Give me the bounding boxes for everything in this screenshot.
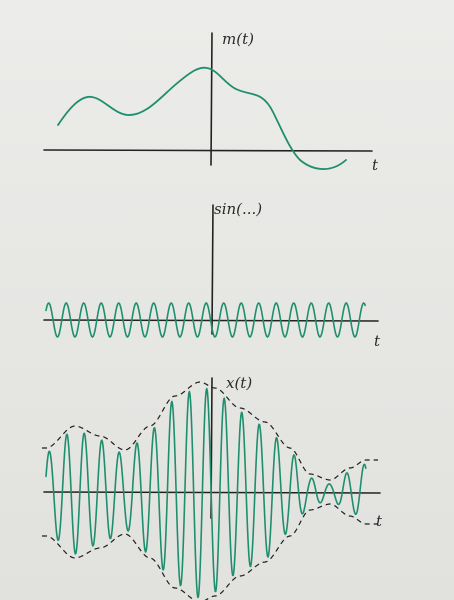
- carrier-panel: sin(...) t: [43, 200, 381, 350]
- message-time-axis: [43, 149, 373, 152]
- message-amplitude-axis: [210, 32, 213, 166]
- carrier-wave: [45, 302, 366, 338]
- message-y-label: m(t): [222, 30, 254, 48]
- modulated-x-label: t: [376, 512, 383, 530]
- modulated-y-label: x(t): [226, 374, 252, 392]
- modulated-panel: x(t) t: [42, 374, 383, 600]
- message-curve: [57, 66, 347, 170]
- carrier-y-label: sin(...): [214, 200, 262, 218]
- envelope-upper: [42, 381, 378, 481]
- carrier-amplitude-axis: [211, 204, 214, 335]
- message-x-label: t: [372, 156, 379, 174]
- modulated-wave: [45, 387, 367, 599]
- carrier-x-label: t: [374, 332, 381, 350]
- message-panel: m(t) t: [43, 30, 379, 174]
- envelope-lower: [42, 503, 378, 600]
- modulated-time-axis: [43, 491, 381, 494]
